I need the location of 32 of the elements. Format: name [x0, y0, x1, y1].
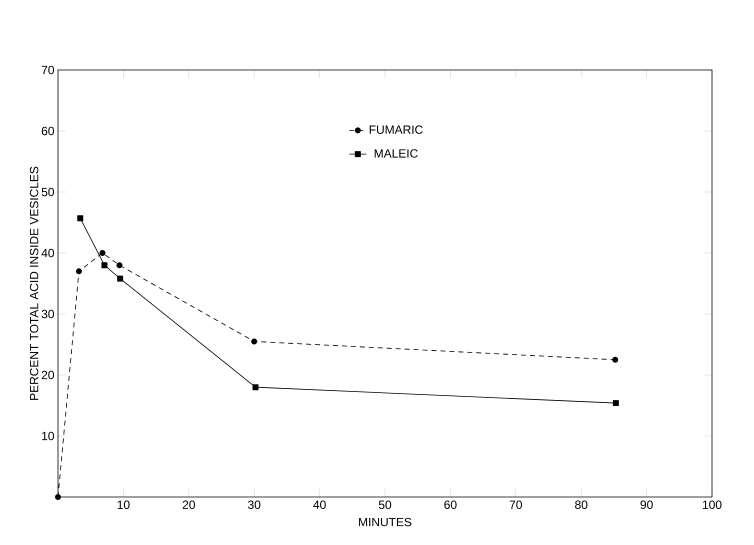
y-tick-label: 20 [42, 370, 54, 380]
y-tick-label: 60 [42, 126, 54, 136]
point [116, 262, 122, 268]
point [99, 250, 106, 256]
x-axis-title: MINUTES [359, 518, 412, 526]
point [55, 494, 61, 500]
x-tick-label: 60 [444, 500, 457, 509]
y-tick-label: 40 [41, 248, 54, 258]
x-tick-label: 100 [702, 500, 722, 509]
point [251, 338, 258, 344]
point [612, 356, 618, 363]
point [612, 400, 619, 406]
point [101, 262, 108, 268]
legend-label: MALEIC [374, 149, 418, 158]
x-tick-label: 50 [378, 500, 392, 509]
y-axis-title: PERCENT TOTAL ACID INSIDE VESICLES [30, 166, 38, 400]
x-tick-label: 40 [313, 500, 326, 509]
y-tick-label: 10 [42, 432, 54, 440]
point [77, 215, 84, 222]
x-tick-label: 10 [118, 500, 130, 509]
x-tick-label: 70 [510, 500, 522, 509]
y-tick-label: 50 [42, 188, 54, 196]
x-tick-label: 30 [248, 500, 260, 509]
point [117, 276, 124, 282]
point [252, 384, 258, 390]
point [76, 268, 82, 274]
x-tick-label: 90 [640, 500, 653, 509]
x-tick-label: 20 [182, 500, 195, 509]
y-tick-label: 70 [42, 66, 54, 74]
y-tick-label: 30 [42, 310, 54, 318]
legend-label: FUMARIC [370, 125, 423, 134]
x-tick-label: 80 [575, 500, 588, 509]
